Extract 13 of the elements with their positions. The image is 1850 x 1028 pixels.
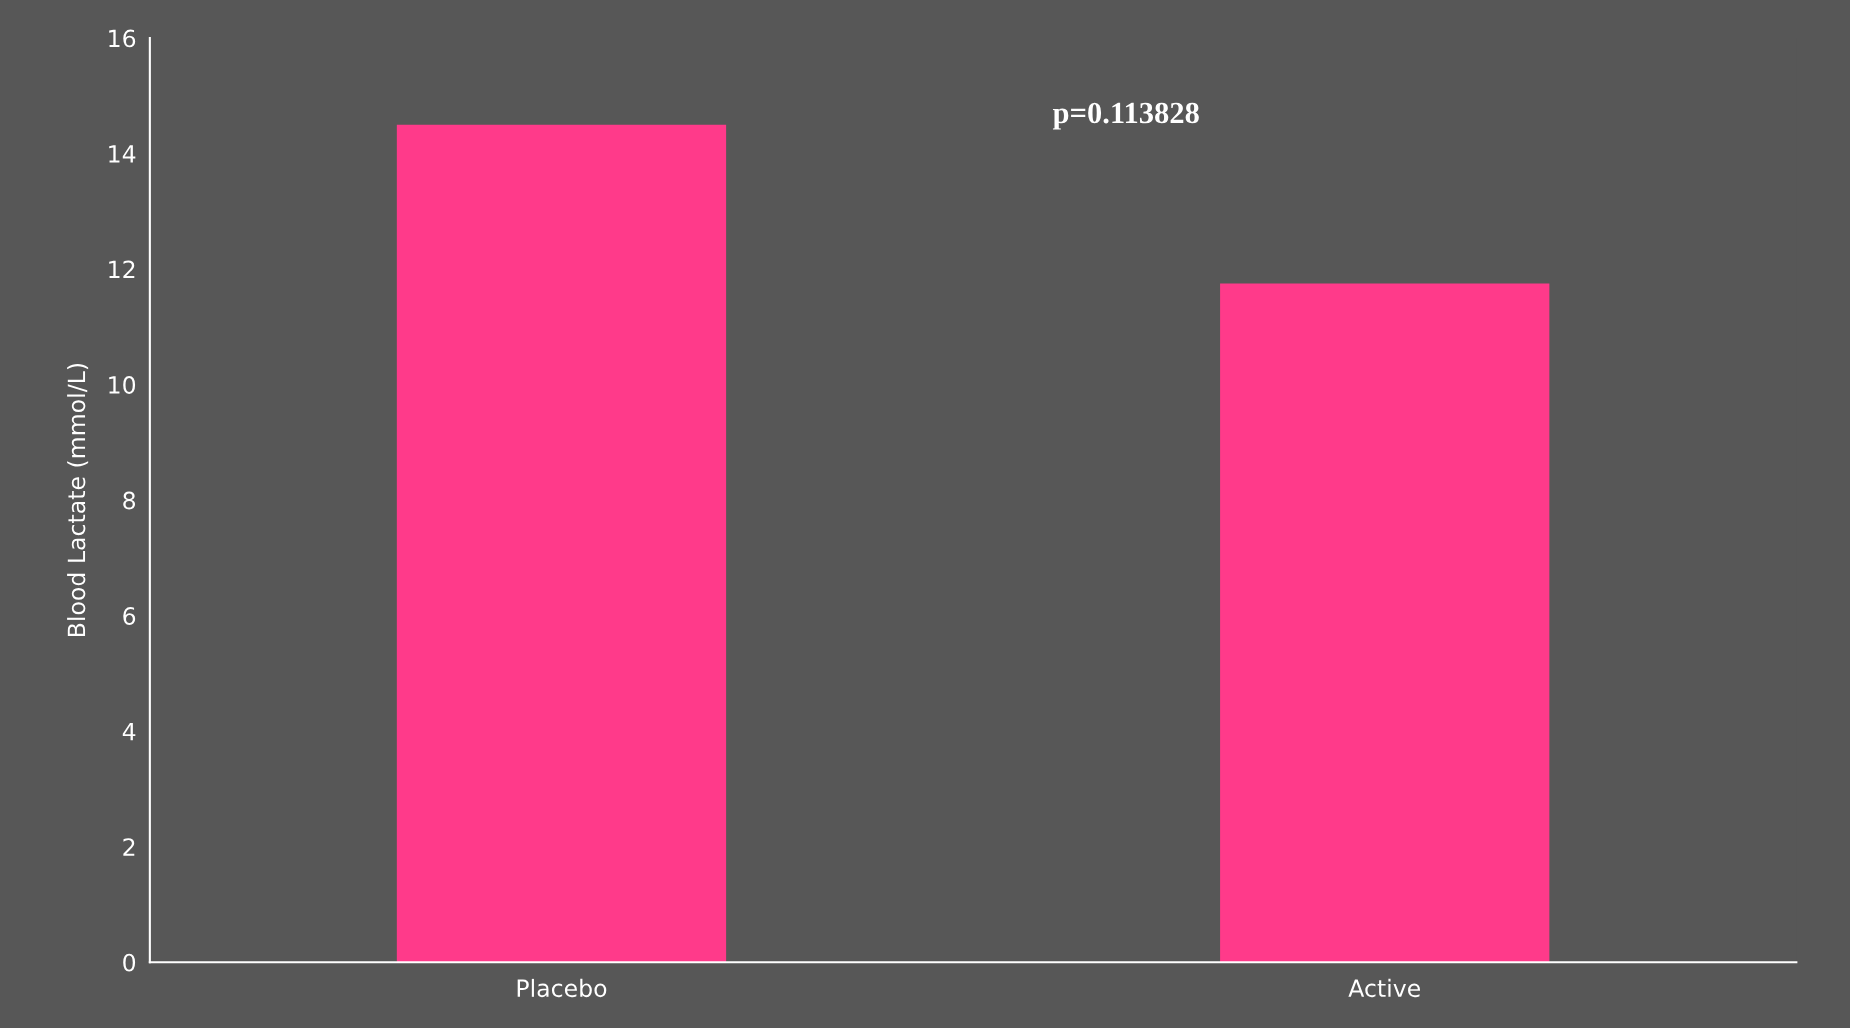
y-tick-label: 6: [123, 607, 136, 625]
y-tick-label: 4: [122, 722, 136, 741]
y-tick-label: 2: [123, 838, 135, 856]
annotation: p=0.113828: [1052, 102, 1199, 130]
y-tick-label: 14: [109, 145, 136, 163]
x-tick-label: Active: [1348, 978, 1420, 998]
y-tick-label: 12: [109, 260, 135, 279]
x-tick-label: Placebo: [517, 978, 607, 998]
y-tick-label: 8: [123, 491, 136, 510]
y-tick-label: 16: [109, 29, 136, 48]
y-tick-label: 10: [109, 376, 136, 394]
y-tick-label: 0: [123, 953, 136, 972]
y-axis-title: Blood Lactate (mmol/L): [67, 364, 89, 636]
